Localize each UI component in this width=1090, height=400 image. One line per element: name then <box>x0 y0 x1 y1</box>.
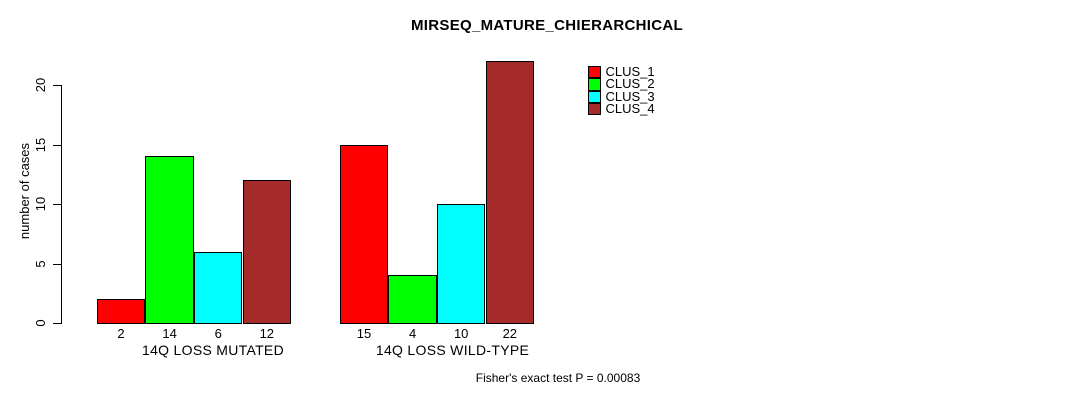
y-tick-label: 10 <box>32 196 48 212</box>
legend-item-clus_1: CLUS_1 <box>588 64 655 80</box>
bar-clus_2-group2 <box>388 275 437 324</box>
bar-clus_4-group1 <box>242 180 292 324</box>
bar-clus_1-group1 <box>96 299 146 324</box>
legend-label: CLUS_1 <box>605 64 655 80</box>
y-tick-label: 0 <box>32 319 48 327</box>
y-tick-mark <box>53 144 61 146</box>
y-tick-label: 20 <box>32 77 48 93</box>
bar-clus_1-group2 <box>339 144 389 324</box>
y-tick-mark <box>53 204 61 205</box>
x-group-label: 14Q LOSS WILD-TYPE <box>375 342 530 358</box>
fisher-test-annotation: Fisher's exact test P = 0.00083 <box>475 371 641 385</box>
legend-swatch-clus_2 <box>588 78 601 91</box>
bar-value-label: 4 <box>408 325 417 341</box>
y-tick-mark <box>53 85 61 86</box>
y-tick-label: 15 <box>32 137 48 152</box>
legend-swatch-clus_4 <box>588 102 601 116</box>
legend-label: CLUS_4 <box>605 101 655 117</box>
bar-clus_2-group1 <box>145 156 194 324</box>
legend-item-clus_3: CLUS_3 <box>588 88 655 104</box>
bar-clus_3-group1 <box>193 251 243 324</box>
y-tick-label: 5 <box>32 259 48 268</box>
bar-value-label: 15 <box>356 325 372 341</box>
bar-value-label: 10 <box>453 325 469 341</box>
bar-value-label: 22 <box>502 325 518 341</box>
y-axis-title: number of cases <box>16 142 32 240</box>
legend-item-clus_4: CLUS_4 <box>588 101 655 117</box>
legend: CLUS_1 CLUS_2 CLUS_3 CLUS_4 <box>588 64 655 117</box>
legend-swatch-clus_3 <box>588 90 601 103</box>
x-group-label: 14Q LOSS MUTATED <box>142 342 284 358</box>
bar-clus_3-group2 <box>436 204 486 324</box>
bar-value-label: 14 <box>162 325 177 341</box>
legend-item-clus_2: CLUS_2 <box>588 76 655 92</box>
y-axis-line <box>61 85 62 324</box>
y-tick-mark <box>53 323 61 324</box>
chart-title: MIRSEQ_MATURE_CHIERARCHICAL <box>411 17 683 34</box>
bar-value-label: 2 <box>117 325 125 341</box>
legend-label: CLUS_3 <box>605 88 655 104</box>
bar-value-label: 12 <box>259 325 275 341</box>
legend-label: CLUS_2 <box>605 76 655 92</box>
legend-swatch-clus_1 <box>588 65 601 79</box>
y-tick-mark <box>53 263 61 265</box>
bar-value-label: 6 <box>214 325 222 341</box>
bar-clus_4-group2 <box>485 61 535 324</box>
